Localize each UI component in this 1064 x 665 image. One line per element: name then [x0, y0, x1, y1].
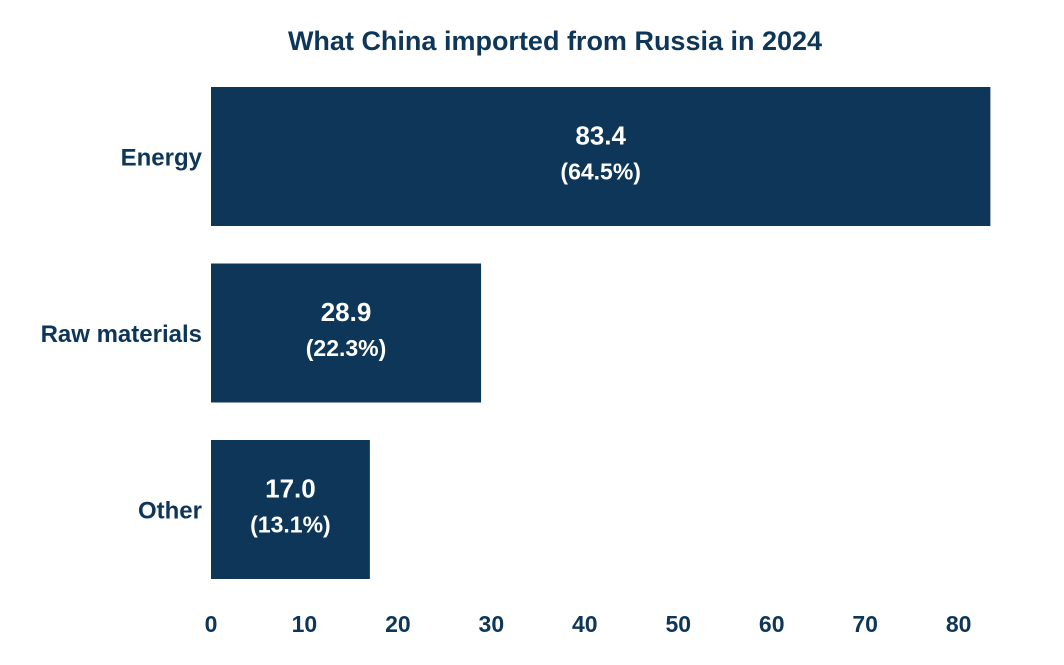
bar-raw-materials — [211, 263, 482, 403]
x-tick-label-60: 60 — [759, 611, 785, 637]
bar-other — [211, 440, 370, 579]
x-tick-label-0: 0 — [205, 611, 218, 637]
x-tick-label-10: 10 — [292, 611, 318, 637]
bar-value-label-energy: 83.4 — [575, 121, 626, 151]
x-tick-label-40: 40 — [572, 611, 598, 637]
bar-value-label-other: 17.0 — [265, 474, 316, 504]
x-tick-label-20: 20 — [385, 611, 411, 637]
bar-value-label-raw-materials: 28.9 — [321, 297, 372, 327]
category-label-energy: Energy — [121, 145, 203, 172]
bar-percent-label-energy: (64.5%) — [560, 159, 641, 185]
category-labels: Energy Raw materials Other — [41, 145, 203, 525]
x-tick-label-70: 70 — [852, 611, 878, 637]
chart-title: What China imported from Russia in 2024 — [288, 26, 822, 56]
bar-energy — [211, 87, 991, 226]
bars-layer: 83.4 (64.5%) 28.9 (22.3%) 17.0 (13.1%) — [211, 87, 991, 579]
x-tick-label-50: 50 — [665, 611, 691, 637]
bar-percent-label-other: (13.1%) — [250, 512, 331, 538]
x-tick-label-30: 30 — [479, 611, 505, 637]
x-axis-tick-labels: 0 10 20 30 40 50 60 70 80 — [205, 611, 972, 637]
category-label-other: Other — [138, 498, 202, 525]
category-label-raw-materials: Raw materials — [41, 321, 202, 348]
x-tick-label-80: 80 — [946, 611, 972, 637]
bar-percent-label-raw-materials: (22.3%) — [306, 335, 387, 361]
